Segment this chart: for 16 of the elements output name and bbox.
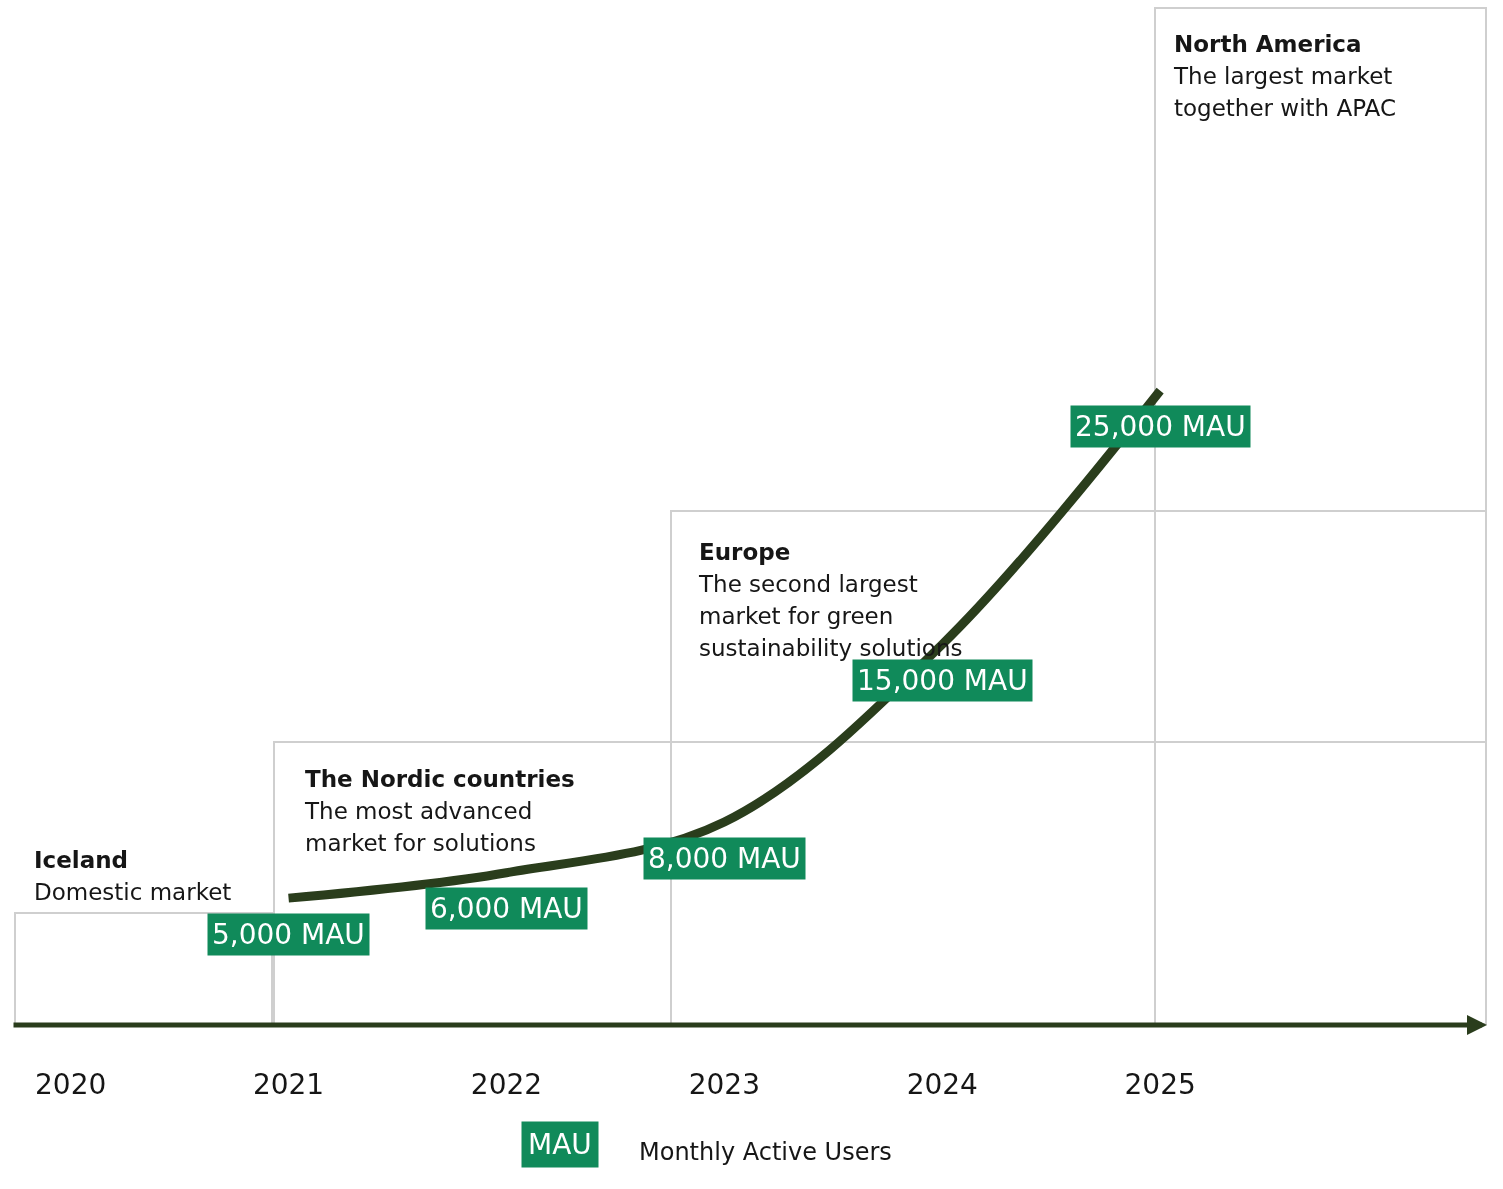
x-tick-label: 2024 [906, 1068, 978, 1101]
text: Monthly Active Users [639, 1138, 892, 1166]
annotation: Iceland Domestic market [34, 846, 233, 905]
x-tick-label: 2020 [35, 1068, 107, 1101]
data-label: 25,000 MAU [1075, 410, 1246, 443]
x-tick-label: 2021 [252, 1068, 325, 1101]
data-label: 6,000 MAU [430, 892, 583, 925]
data-label: 5,000 MAU [212, 918, 365, 951]
data-label: 15,000 MAU [857, 664, 1028, 697]
x-tick-label: 2022 [470, 1068, 543, 1101]
data-label: 8,000 MAU [648, 842, 801, 875]
x-tick-label: 2025 [1124, 1068, 1196, 1101]
annotation: The Nordic countries The most advanced market for solutions [305, 765, 576, 856]
text: MAU [528, 1128, 592, 1161]
text: North America The largest market together with APAC [1174, 30, 1397, 121]
x-tick-label: 2023 [688, 1068, 760, 1101]
